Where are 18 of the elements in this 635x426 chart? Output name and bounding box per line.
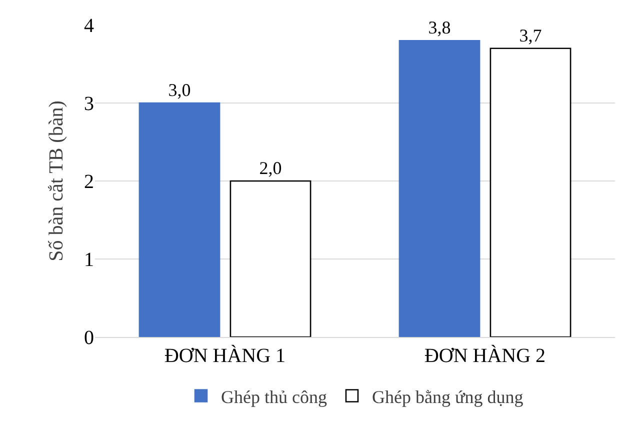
y-tick-label: 1: [84, 249, 94, 271]
bar: [490, 48, 572, 337]
y-tick-label: 4: [84, 15, 94, 37]
data-label: 3,0: [168, 80, 191, 100]
bar: [230, 180, 312, 337]
bar: [138, 102, 220, 337]
y-axis-title: Số bàn cắt TB (bàn): [46, 100, 68, 262]
data-label: 3,7: [519, 25, 542, 46]
x-tick-label: ĐƠN HÀNG 1: [164, 344, 286, 367]
y-tick-label: 3: [84, 93, 94, 115]
y-tick-label: 2: [84, 171, 94, 193]
data-label: 3,8: [428, 18, 451, 38]
legend-label: Ghép bằng ứng dụng: [372, 386, 524, 407]
bar: [398, 40, 480, 337]
data-label: 2,0: [259, 158, 282, 178]
y-tick-label: 0: [84, 327, 94, 349]
legend-label: Ghép thủ công: [221, 386, 327, 407]
x-tick-label: ĐƠN HÀNG 2: [424, 344, 546, 367]
